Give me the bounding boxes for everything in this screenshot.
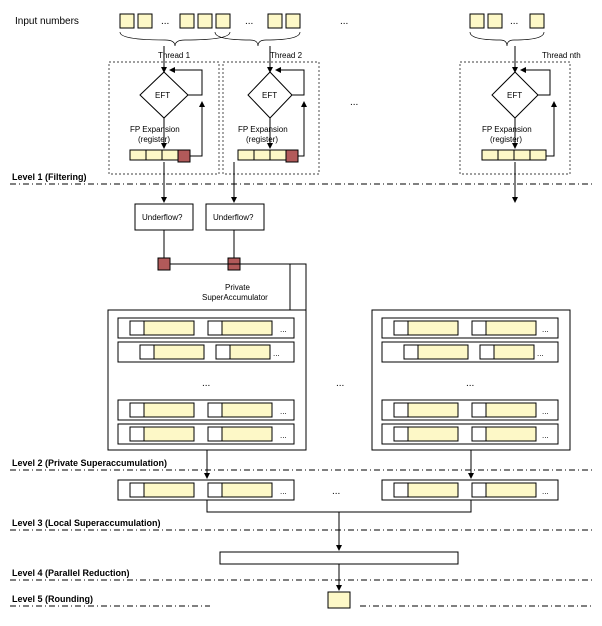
svg-text:...: ... bbox=[280, 325, 287, 334]
svg-text:...: ... bbox=[161, 16, 169, 27]
svg-text:...: ... bbox=[336, 378, 344, 389]
svg-text:Underflow?: Underflow? bbox=[142, 213, 183, 222]
svg-text:...: ... bbox=[280, 487, 287, 496]
rounding-result bbox=[328, 592, 350, 608]
svg-text:...: ... bbox=[350, 97, 358, 108]
svg-text:...: ... bbox=[542, 487, 549, 496]
svg-text:...: ... bbox=[273, 349, 280, 358]
svg-text:...: ... bbox=[280, 431, 287, 440]
svg-text:(register): (register) bbox=[246, 135, 278, 144]
thread-1: EFT FP Expansion (register) bbox=[109, 46, 219, 174]
svg-text:...: ... bbox=[537, 349, 544, 358]
svg-text:...: ... bbox=[510, 16, 518, 27]
svg-text:EFT: EFT bbox=[262, 91, 277, 100]
level2-label: Level 2 (Private Superaccumulation) bbox=[12, 458, 167, 468]
svg-text:EFT: EFT bbox=[155, 91, 170, 100]
svg-text:...: ... bbox=[280, 407, 287, 416]
thread-n: EFT FP Expansion (register) bbox=[460, 46, 570, 174]
svg-text:...: ... bbox=[542, 431, 549, 440]
superacc-label: SuperAccumulator bbox=[202, 293, 268, 302]
thread-2: EFT FP Expansion (register) bbox=[223, 46, 319, 174]
input-group-2: ... ... bbox=[245, 14, 348, 28]
svg-text:(register): (register) bbox=[138, 135, 170, 144]
input-label: Input numbers bbox=[15, 16, 79, 27]
private-label: Private bbox=[225, 283, 250, 292]
input-group-n: ... bbox=[470, 14, 544, 28]
svg-text:...: ... bbox=[542, 325, 549, 334]
svg-text:...: ... bbox=[245, 16, 253, 27]
threadn-label: Thread nth bbox=[542, 51, 581, 60]
svg-text:EFT: EFT bbox=[507, 91, 522, 100]
level5-label: Level 5 (Rounding) bbox=[12, 594, 93, 604]
svg-text:FP Expansion: FP Expansion bbox=[482, 125, 532, 134]
svg-text:...: ... bbox=[340, 16, 348, 27]
svg-text:...: ... bbox=[542, 407, 549, 416]
input-group-1: ... bbox=[120, 14, 230, 28]
local-acc-right: ... bbox=[382, 480, 558, 500]
svg-text:FP Expansion: FP Expansion bbox=[130, 125, 180, 134]
thread2-label: Thread 2 bbox=[270, 51, 303, 60]
level4-label: Level 4 (Parallel Reduction) bbox=[12, 568, 130, 578]
superacc-right: ... ... ... ... ... bbox=[372, 310, 570, 450]
thread1-label: Thread 1 bbox=[158, 51, 191, 60]
svg-text:Underflow?: Underflow? bbox=[213, 213, 254, 222]
level1-label: Level 1 (Filtering) bbox=[12, 172, 87, 182]
local-acc-left: ... bbox=[118, 480, 294, 500]
svg-text:(register): (register) bbox=[490, 135, 522, 144]
level3-label: Level 3 (Local Superaccumulation) bbox=[12, 518, 161, 528]
svg-text:...: ... bbox=[332, 486, 340, 497]
reduction-box bbox=[220, 552, 458, 564]
superacc-left: ... ... ... ... ... bbox=[108, 310, 306, 450]
svg-text:...: ... bbox=[466, 378, 474, 389]
svg-text:...: ... bbox=[202, 378, 210, 389]
svg-text:FP Expansion: FP Expansion bbox=[238, 125, 288, 134]
